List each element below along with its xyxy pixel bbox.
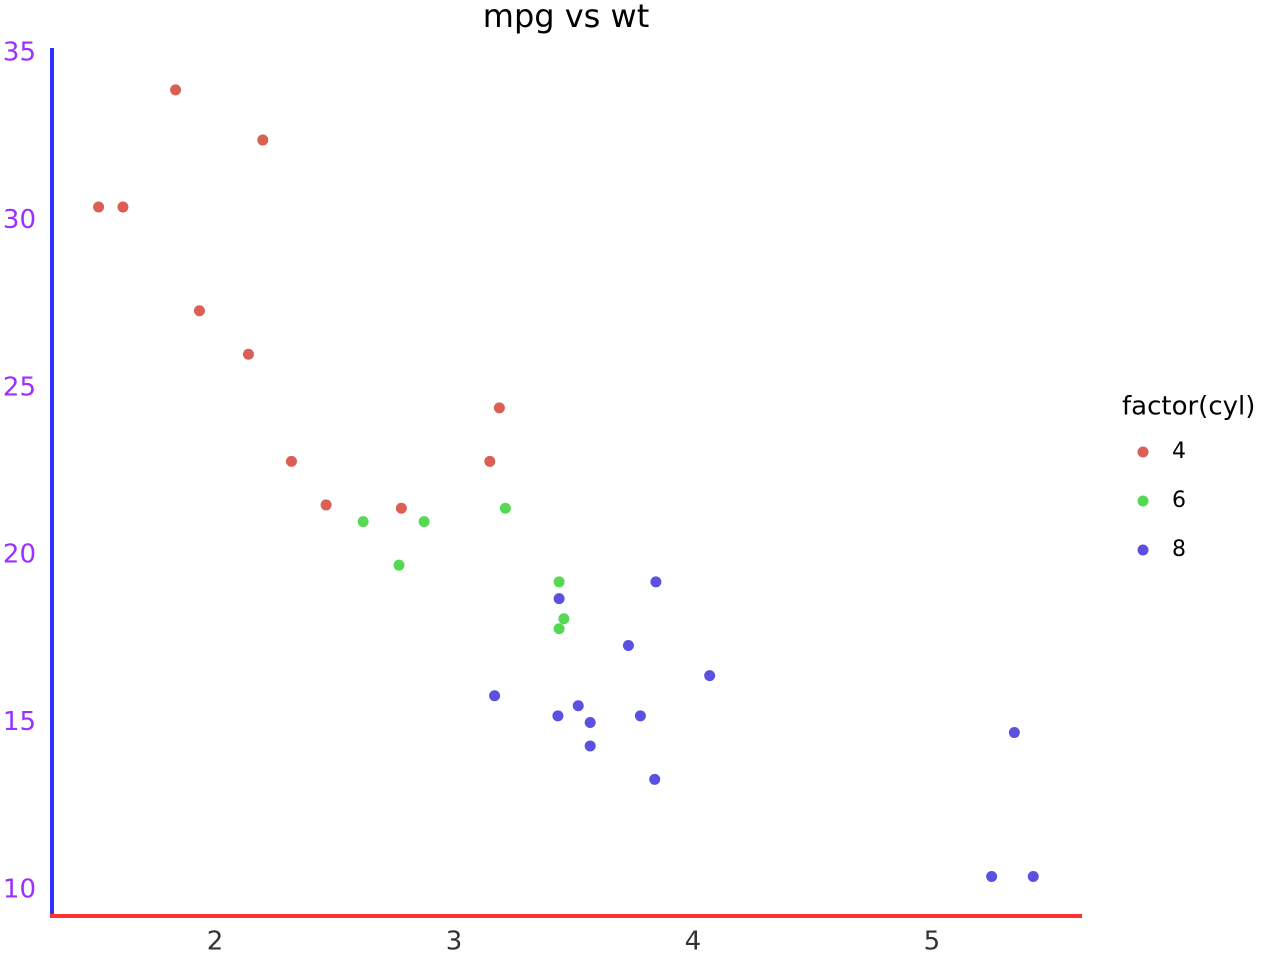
point: [117, 201, 129, 213]
point: [484, 455, 496, 467]
legend-label: 8: [1172, 537, 1186, 562]
point: [499, 502, 511, 514]
legend-key: [1137, 446, 1149, 458]
y-tick-label: 25: [3, 372, 36, 402]
point: [634, 710, 646, 722]
y-tick-label: 35: [3, 38, 36, 68]
point: [553, 623, 565, 635]
y-tick-label: 20: [3, 540, 36, 570]
legend-label: 4: [1172, 439, 1186, 464]
x-tick-label: 2: [207, 927, 224, 957]
legend-key: [1137, 544, 1149, 556]
point: [285, 455, 297, 467]
point: [395, 502, 407, 514]
point: [257, 134, 269, 146]
point: [320, 499, 332, 511]
point: [584, 740, 596, 752]
point: [552, 710, 564, 722]
point: [489, 690, 501, 702]
point: [357, 516, 369, 528]
point: [193, 305, 205, 317]
chart-title: mpg vs wt: [483, 0, 649, 35]
x-tick-label: 5: [924, 927, 941, 957]
point: [650, 576, 662, 588]
legend-key: [1137, 495, 1149, 507]
point: [242, 348, 254, 360]
legend-title: factor(cyl): [1122, 392, 1255, 422]
point: [1027, 870, 1039, 882]
point: [584, 717, 596, 729]
point: [986, 870, 998, 882]
point: [553, 593, 565, 605]
y-tick-label: 30: [3, 205, 36, 235]
point: [649, 773, 661, 785]
point: [93, 201, 105, 213]
point: [704, 670, 716, 682]
x-tick-label: 3: [446, 927, 463, 957]
x-tick-label: 4: [685, 927, 702, 957]
point: [622, 640, 634, 652]
y-tick-label: 15: [3, 707, 36, 737]
y-tick-label: 10: [3, 874, 36, 904]
point: [170, 84, 182, 96]
point: [558, 613, 570, 625]
point: [393, 559, 405, 571]
point: [418, 516, 430, 528]
point: [1008, 727, 1020, 739]
legend-label: 6: [1172, 488, 1186, 513]
point: [572, 700, 584, 712]
point: [553, 576, 565, 588]
point: [493, 402, 505, 414]
